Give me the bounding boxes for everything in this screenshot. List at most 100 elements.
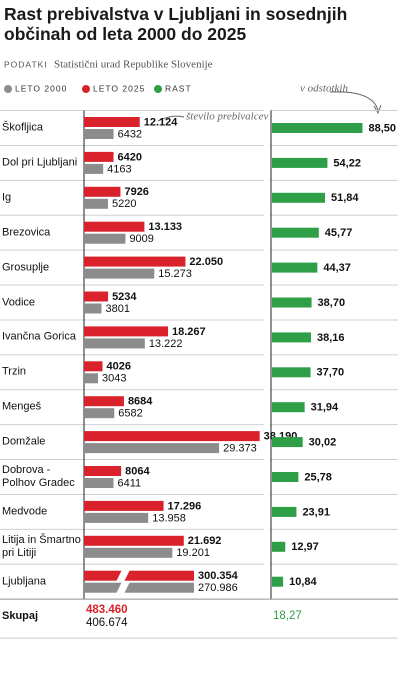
total-label: Skupaj: [2, 610, 38, 622]
value-label: 37,70: [317, 367, 345, 379]
bar: [84, 478, 114, 488]
value-label: 10,84: [289, 576, 317, 588]
bar: [84, 512, 149, 523]
category-label: Dol pri Ljubljani: [2, 156, 78, 169]
category-label: Škofljica: [2, 121, 43, 134]
bar: [84, 396, 124, 407]
bar: [272, 332, 312, 343]
value-label: 38,70: [318, 297, 346, 309]
bar: [84, 466, 122, 476]
value-label: 5234: [112, 291, 137, 303]
value-label: 6582: [118, 408, 142, 420]
category-label: Mengeš: [2, 400, 42, 413]
bar: [272, 123, 363, 133]
bar: [84, 151, 114, 162]
bar: [84, 326, 169, 337]
bar: [84, 256, 186, 267]
annotation-arrow: [157, 115, 185, 122]
bar: [272, 297, 312, 308]
value-label: 22.050: [189, 256, 223, 268]
category-label: Ivančna Gorica: [2, 330, 76, 343]
category-label: Ig: [2, 191, 12, 204]
bar: [84, 361, 103, 372]
bar: [272, 227, 319, 238]
value-label: 38,16: [317, 332, 345, 344]
legend-swatch: [154, 85, 162, 93]
value-label: 31,94: [311, 402, 339, 414]
bar: [84, 198, 109, 209]
bar: [272, 437, 303, 448]
source: Statistični urad Republike Slovenije: [54, 59, 213, 71]
value-label: 9009: [129, 233, 153, 245]
value-label: 17.296: [168, 500, 202, 512]
value-label: 8684: [128, 396, 153, 408]
legend-label: LETO 2000: [15, 83, 67, 93]
total-value: 18,27: [273, 610, 302, 622]
legend-swatch: [82, 85, 90, 93]
bar: [272, 157, 328, 168]
value-label: 7926: [124, 186, 148, 198]
bar: [84, 500, 164, 511]
bar: [84, 431, 260, 442]
bar: [84, 291, 109, 302]
category-label: Medvode: [2, 505, 48, 518]
total-value: 483.460: [86, 604, 128, 616]
value-label: 6420: [118, 151, 142, 163]
value-label: 12,97: [291, 541, 319, 553]
value-label: 51,84: [331, 192, 359, 204]
bar: [84, 582, 194, 593]
bar: [84, 117, 140, 127]
annotation-arrow: [329, 91, 379, 111]
value-label: 13.958: [152, 512, 186, 524]
value-label: 270.986: [198, 582, 238, 594]
bar: [272, 402, 305, 413]
category-label: Trzin: [2, 365, 27, 378]
value-label: 23,91: [302, 506, 330, 518]
bar: [272, 541, 286, 552]
bar: [272, 472, 299, 482]
category-label: Vodice: [2, 296, 36, 308]
bar: [84, 443, 220, 454]
bar: [84, 163, 104, 174]
legend-label: RAST: [165, 83, 192, 93]
bar: [272, 506, 297, 517]
bar: [84, 268, 155, 279]
bar: [272, 262, 318, 273]
bar: [272, 367, 311, 378]
value-label: 21.692: [188, 535, 222, 547]
bar: [272, 576, 284, 587]
value-label: 18.267: [172, 326, 206, 338]
value-label: 19.201: [176, 547, 210, 559]
value-label: 4026: [107, 361, 131, 373]
bar: [84, 547, 173, 558]
annotation: v odstotkih: [300, 83, 348, 95]
category-label: Brezovica: [2, 226, 51, 239]
value-label: 5220: [112, 198, 136, 210]
bar: [84, 221, 145, 232]
bar: [84, 373, 98, 384]
annotation: število prebivalcev: [186, 111, 268, 123]
chart-title: Rast prebivalstva v Ljubljani in sosednj…: [4, 4, 348, 44]
value-label: 4163: [107, 163, 131, 175]
category-label: Dobrova - Polhov Gradec: [2, 464, 75, 489]
bar: [84, 570, 194, 581]
value-label: 6411: [117, 477, 141, 489]
bar: [84, 408, 115, 419]
bar: [84, 303, 102, 314]
bar: [84, 129, 114, 139]
category-label: Litija in Šmartno pri Litiji: [2, 533, 81, 559]
value-label: 15.273: [158, 268, 192, 280]
value-label: 3043: [102, 373, 126, 385]
category-label: Domžale: [2, 435, 46, 448]
value-label: 25,78: [304, 471, 332, 483]
value-label: 300.354: [198, 570, 239, 582]
legend-swatch: [4, 85, 12, 93]
value-label: 12.124: [144, 116, 179, 128]
value-label: 8064: [125, 465, 150, 477]
annotation-arrowhead: [373, 104, 382, 115]
bar: [84, 233, 126, 244]
total-value: 406.674: [86, 617, 128, 629]
legend-label: LETO 2025: [93, 83, 145, 93]
value-label: 3801: [105, 303, 129, 315]
